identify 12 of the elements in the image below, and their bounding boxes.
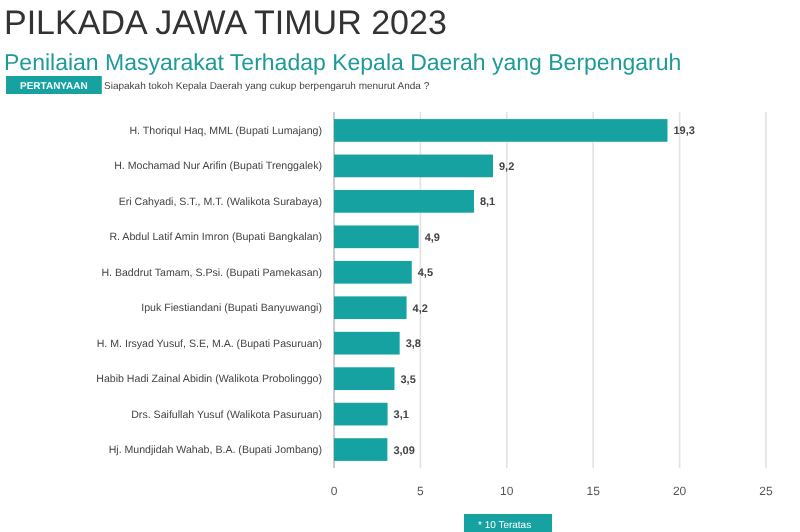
chart-title: PILKADA JAWA TIMUR 2023 [4, 4, 447, 42]
bar [334, 296, 407, 320]
bar [334, 190, 474, 213]
chart-subtitle: Penilaian Masyarakat Terhadap Kepala Daerah yang Berpengaruh [4, 52, 682, 76]
bar [334, 331, 400, 355]
bar [334, 119, 668, 142]
bar [334, 367, 395, 390]
bar [334, 260, 412, 284]
bar [334, 154, 493, 178]
bar [334, 225, 419, 249]
bar [334, 438, 388, 461]
bar [334, 402, 388, 426]
